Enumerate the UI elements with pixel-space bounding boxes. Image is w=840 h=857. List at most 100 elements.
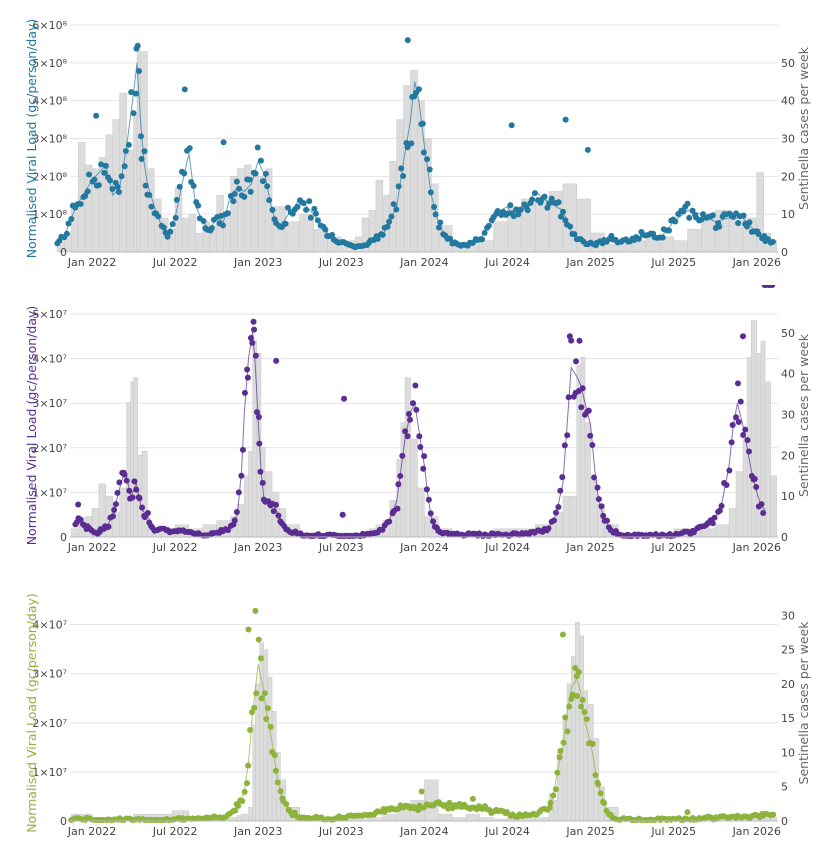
sentinella-bars [70, 320, 777, 538]
svg-text:5: 5 [781, 781, 788, 794]
svg-text:Jul 2022: Jul 2022 [152, 825, 198, 838]
svg-text:0: 0 [60, 531, 67, 544]
svg-text:Jan 2022: Jan 2022 [67, 541, 116, 554]
svg-text:20: 20 [781, 678, 795, 691]
svg-text:10: 10 [781, 208, 795, 221]
left-y-axis-title: Normalised Viral Load (gc/person/day) [24, 306, 39, 546]
chart-3-svg: 0 1×10⁷ 2×10⁷ 3×10⁷ 4×10⁷ 0 5 10 15 20 25 30 Jan 202… [24, 593, 811, 838]
svg-text:10: 10 [781, 746, 795, 759]
svg-text:Jan 2023: Jan 2023 [233, 825, 282, 838]
svg-text:Jan 2022: Jan 2022 [67, 256, 116, 269]
outlier-point [181, 86, 188, 93]
svg-text:Jan 2025: Jan 2025 [565, 256, 614, 269]
svg-text:3×10⁷: 3×10⁷ [32, 397, 67, 410]
outlier-point [739, 333, 746, 340]
x-axis-ticks: Jan 2022 Jul 2022 Jan 2023 Jul 2023 Jan 2024… [67, 256, 781, 269]
svg-text:Jul 2022: Jul 2022 [152, 256, 198, 269]
x-axis-ticks: Jan 2022 Jul 2022 Jan 2023 Jul 2023 Jan 2024… [67, 541, 781, 554]
svg-text:30: 30 [781, 609, 795, 622]
svg-text:Jul 2023: Jul 2023 [318, 825, 364, 838]
outlier-point [469, 795, 476, 802]
svg-text:5×10⁷: 5×10⁷ [32, 308, 67, 321]
outlier-point [404, 37, 411, 44]
svg-text:2×10⁸: 2×10⁸ [32, 170, 67, 183]
outlier-point [251, 326, 258, 333]
svg-text:Jan 2026: Jan 2026 [732, 256, 781, 269]
outlier-point [75, 501, 82, 508]
svg-text:Jan 2024: Jan 2024 [399, 256, 448, 269]
outlier-point [508, 122, 515, 129]
svg-text:1×10⁷: 1×10⁷ [32, 486, 67, 499]
outlier-point [245, 626, 252, 633]
svg-text:4×10⁷: 4×10⁷ [32, 619, 67, 632]
svg-text:3×10⁸: 3×10⁸ [32, 133, 67, 146]
svg-text:4×10⁸: 4×10⁸ [32, 95, 67, 108]
svg-text:0: 0 [781, 531, 788, 544]
svg-text:0: 0 [781, 815, 788, 828]
svg-text:50: 50 [781, 57, 795, 70]
left-y-axis-ticks: 0 1×10⁷ 2×10⁷ 3×10⁷ 4×10⁷ [32, 619, 67, 828]
outlier-point [584, 146, 591, 153]
svg-text:Jul 2025: Jul 2025 [650, 256, 696, 269]
svg-text:Jan 2023: Jan 2023 [233, 256, 282, 269]
svg-text:Jul 2023: Jul 2023 [318, 541, 364, 554]
viral-load-series [54, 37, 776, 251]
outlier-point [339, 511, 346, 518]
svg-text:1×10⁷: 1×10⁷ [32, 766, 67, 779]
outlier-point [562, 116, 569, 123]
svg-text:Jul 2025: Jul 2025 [650, 825, 696, 838]
outlier-point [93, 112, 100, 119]
chart-panel-2b: 0 1×10⁷ 2×10⁷ 3×10⁷ 4×10⁷ 5×10⁷ 0 10 20 30 40 50 Jan… [0, 285, 840, 570]
svg-text:20: 20 [781, 449, 795, 462]
svg-text:Jul 2024: Jul 2024 [484, 825, 530, 838]
outlier-point [576, 337, 583, 344]
right-y-axis-title: Sentinella cases per week [796, 46, 811, 210]
right-y-axis-ticks: 0 5 10 15 20 25 30 [781, 609, 795, 828]
svg-text:20: 20 [781, 170, 795, 183]
svg-text:0: 0 [60, 246, 67, 259]
chart-panel-3: 0 1×10⁷ 2×10⁷ 3×10⁷ 4×10⁷ 0 5 10 15 20 25 30 Jan 202… [0, 575, 840, 857]
outlier-point [134, 42, 141, 49]
svg-text:Jul 2025: Jul 2025 [650, 541, 696, 554]
svg-text:2×10⁷: 2×10⁷ [32, 717, 67, 730]
svg-text:0: 0 [60, 815, 67, 828]
viral-load-series [68, 607, 777, 823]
outlier-point [273, 357, 280, 364]
svg-text:10: 10 [781, 490, 795, 503]
outlier-point [341, 395, 348, 402]
outlier-point [559, 631, 566, 638]
svg-text:Jul 2023: Jul 2023 [318, 256, 364, 269]
svg-text:25: 25 [781, 644, 795, 657]
left-y-axis-title: Normalised Viral Load (gc/person/day) [24, 19, 39, 259]
chart-panel-1: 0 1×10⁸ 2×10⁸ 3×10⁸ 4×10⁸ 5×10⁸ 6×10⁸ 0 10 20 30 40… [0, 0, 840, 280]
chart-2-svg: 0 1×10⁷ 2×10⁷ 3×10⁷ 4×10⁷ 5×10⁷ 0 10 20 30 40 50 Jan… [24, 285, 811, 554]
svg-text:40: 40 [781, 368, 795, 381]
svg-text:Jan 2024: Jan 2024 [399, 541, 448, 554]
left-y-axis-ticks: 0 1×10⁸ 2×10⁸ 3×10⁸ 4×10⁸ 5×10⁸ 6×10⁸ [32, 19, 67, 259]
outlier-point [220, 139, 227, 146]
svg-text:Jan 2024: Jan 2024 [399, 825, 448, 838]
outlier-point [566, 333, 573, 340]
svg-text:6×10⁸: 6×10⁸ [32, 19, 67, 32]
left-y-axis-ticks: 0 1×10⁷ 2×10⁷ 3×10⁷ 4×10⁷ 5×10⁷ [32, 308, 67, 544]
svg-text:3×10⁷: 3×10⁷ [32, 668, 67, 681]
left-y-axis-title: Normalised Viral Load (gc/person/day) [24, 593, 39, 833]
outlier-point [684, 809, 691, 816]
svg-text:1×10⁸: 1×10⁸ [32, 208, 67, 221]
svg-text:5×10⁸: 5×10⁸ [32, 57, 67, 70]
right-y-axis-title: Sentinella cases per week [796, 333, 811, 497]
svg-text:30: 30 [781, 133, 795, 146]
right-y-axis-title: Sentinella cases per week [796, 621, 811, 785]
svg-text:Jul 2024: Jul 2024 [484, 541, 530, 554]
svg-text:Jan 2026: Jan 2026 [732, 541, 781, 554]
svg-text:40: 40 [781, 95, 795, 108]
svg-text:4×10⁷: 4×10⁷ [32, 353, 67, 366]
svg-text:50: 50 [781, 327, 795, 340]
svg-text:Jan 2026: Jan 2026 [732, 825, 781, 838]
svg-text:30: 30 [781, 408, 795, 421]
gridlines [70, 624, 778, 773]
right-y-axis-ticks: 0 10 20 30 40 50 [781, 57, 795, 259]
svg-text:Jan 2022: Jan 2022 [67, 825, 116, 838]
svg-text:Jul 2024: Jul 2024 [484, 256, 530, 269]
outlier-point [418, 788, 425, 795]
